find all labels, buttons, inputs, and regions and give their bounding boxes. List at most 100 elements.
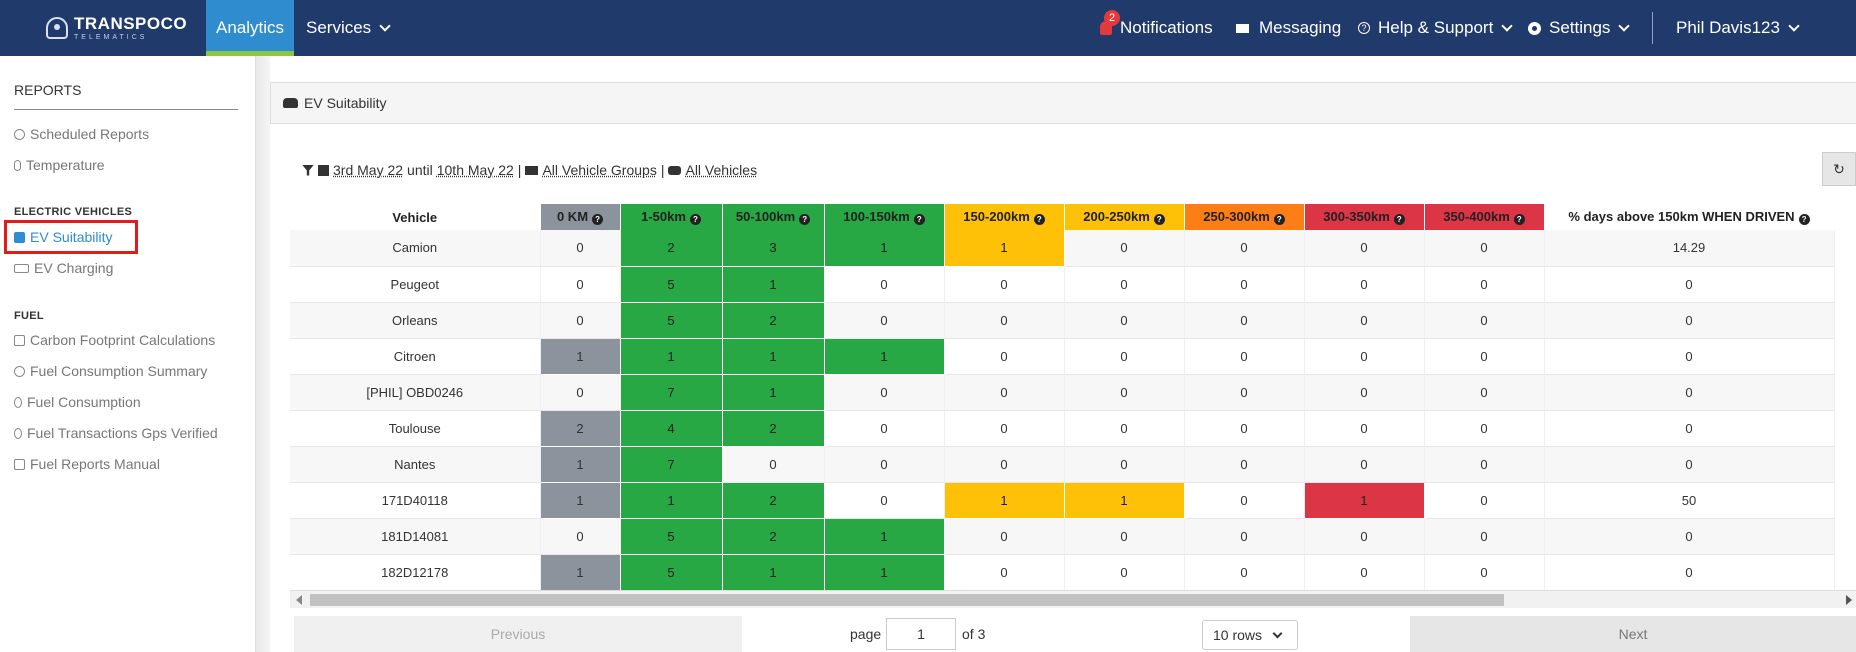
filter-date-from[interactable]: 3rd May 22 xyxy=(333,162,404,178)
column-header[interactable]: 350-400km? xyxy=(1424,204,1545,230)
nav-settings[interactable]: Settings xyxy=(1528,0,1631,56)
distance-count-cell: 1 xyxy=(540,338,621,375)
nav-services-label: Services xyxy=(306,18,372,37)
nav-user-menu[interactable]: Phil Davis123 xyxy=(1676,0,1800,56)
filter-separator: | xyxy=(660,162,665,178)
distance-count-cell: 0 xyxy=(1304,266,1425,303)
column-header[interactable]: 100-150km? xyxy=(824,204,945,230)
droplet-icon xyxy=(14,427,22,439)
column-header-label: 50-100km xyxy=(735,209,796,224)
table-header-row: Vehicle 0 KM? 1-50km? 50-100km? 100-150km? 15… xyxy=(290,204,1835,230)
distance-count-cell: 5 xyxy=(620,554,723,590)
distance-count-cell: 0 xyxy=(1424,338,1545,375)
distance-count-cell: 2 xyxy=(722,518,825,555)
filter-vehicle-groups[interactable]: All Vehicle Groups xyxy=(542,162,657,178)
distance-count-cell: 0 xyxy=(1064,518,1185,555)
nav-settings-label: Settings xyxy=(1549,18,1611,37)
distance-count-cell: 0 xyxy=(1064,446,1185,483)
distance-count-cell: 7 xyxy=(620,446,723,483)
column-header-label: 200-250km xyxy=(1083,209,1150,224)
column-header[interactable]: 50-100km? xyxy=(722,204,825,230)
sidebar-item-carbon-footprint[interactable]: Carbon Footprint Calculations xyxy=(14,332,215,348)
transpoco-logo[interactable]: TRANSPOCO TELEMATICS xyxy=(46,14,187,42)
question-circle-icon[interactable]: ? xyxy=(592,214,604,225)
sidebar-item-scheduled-reports[interactable]: Scheduled Reports xyxy=(14,126,149,142)
question-circle-icon[interactable]: ? xyxy=(689,214,701,225)
distance-count-cell: 0 xyxy=(944,374,1065,411)
ev-suitability-table: Vehicle 0 KM? 1-50km? 50-100km? 100-150km? 15… xyxy=(290,204,1856,590)
rows-per-page-select[interactable]: 10 rows xyxy=(1202,620,1298,650)
scrollbar-thumb[interactable] xyxy=(310,594,1504,606)
refresh-button[interactable]: ↻ xyxy=(1822,152,1856,186)
logo-brand: TRANSPOCO xyxy=(74,14,188,33)
table-row: Nantes 1 7 0 0 0 0 0 0 0 0 xyxy=(290,446,1835,483)
sidebar-item-label: EV Charging xyxy=(34,260,114,276)
question-circle-icon[interactable]: ? xyxy=(1393,214,1405,225)
car-icon xyxy=(14,231,25,243)
scroll-right-icon[interactable] xyxy=(1846,595,1852,605)
column-header[interactable]: 300-350km? xyxy=(1304,204,1425,230)
nav-services[interactable]: Services xyxy=(306,0,391,56)
book-icon xyxy=(14,458,25,470)
sidebar-item-fuel-consumption[interactable]: Fuel Consumption xyxy=(14,394,141,410)
distance-count-cell: 1 xyxy=(722,554,825,590)
next-button[interactable]: Next xyxy=(1410,616,1856,652)
nav-messaging[interactable]: Messaging xyxy=(1236,0,1341,56)
column-header[interactable]: 200-250km? xyxy=(1064,204,1185,230)
vehicle-name-cell: 182D12178 xyxy=(290,554,541,590)
column-header[interactable]: 150-200km? xyxy=(944,204,1065,230)
nav-help-support[interactable]: ? Help & Support xyxy=(1358,0,1513,56)
scroll-left-icon[interactable] xyxy=(296,595,302,605)
nav-notifications[interactable]: 2 Notifications xyxy=(1100,0,1213,56)
sidebar-item-fuel-transactions[interactable]: Fuel Transactions Gps Verified xyxy=(14,425,218,441)
sidebar-item-ev-charging[interactable]: EV Charging xyxy=(14,260,113,276)
nav-user-label: Phil Davis123 xyxy=(1676,18,1780,37)
sidebar-item-label: Fuel Reports Manual xyxy=(30,456,160,472)
filter-date-to[interactable]: 10th May 22 xyxy=(436,162,514,178)
column-header[interactable]: 250-300km? xyxy=(1184,204,1305,230)
nav-analytics[interactable]: Analytics xyxy=(206,0,294,56)
distance-count-cell: 1 xyxy=(540,554,621,590)
distance-count-cell: 0 xyxy=(944,518,1065,555)
column-header[interactable]: 1-50km? xyxy=(620,204,723,230)
question-circle-icon[interactable]: ? xyxy=(1513,214,1525,225)
vehicle-name-cell: Citroen xyxy=(290,338,541,375)
percent-cell: 0 xyxy=(1544,302,1835,339)
column-header[interactable]: % days above 150km WHEN DRIVEN? xyxy=(1544,204,1835,230)
sidebar-item-fuel-consumption-summary[interactable]: Fuel Consumption Summary xyxy=(14,363,207,379)
question-circle-icon[interactable]: ? xyxy=(1798,214,1810,225)
distance-count-cell: 0 xyxy=(824,482,945,519)
vehicle-name-cell: 181D14081 xyxy=(290,518,541,555)
previous-button[interactable]: Previous xyxy=(294,616,742,652)
sidebar-item-ev-suitability[interactable]: EV Suitability xyxy=(14,229,112,245)
distance-count-cell: 1 xyxy=(944,482,1065,519)
horizontal-scrollbar[interactable] xyxy=(290,590,1856,608)
column-header[interactable]: 0 KM? xyxy=(540,204,621,230)
refresh-icon: ↻ xyxy=(1833,160,1845,177)
truck-icon xyxy=(525,165,539,175)
sidebar-item-label: Fuel Transactions Gps Verified xyxy=(27,425,218,441)
table-row: 182D12178 1 5 1 1 0 0 0 0 0 0 xyxy=(290,554,1835,590)
column-header-label: 150-200km xyxy=(963,209,1030,224)
column-header[interactable]: Vehicle xyxy=(290,204,541,230)
sidebar-item-label: EV Suitability xyxy=(30,229,113,245)
distance-count-cell: 0 xyxy=(944,554,1065,590)
sidebar-item-fuel-reports-manual[interactable]: Fuel Reports Manual xyxy=(14,456,160,472)
question-circle-icon[interactable]: ? xyxy=(1033,214,1045,225)
page-input[interactable] xyxy=(886,618,956,650)
question-circle-icon[interactable]: ? xyxy=(799,214,811,225)
sidebar-item-temperature[interactable]: Temperature xyxy=(14,157,105,173)
distance-count-cell: 0 xyxy=(824,302,945,339)
question-circle-icon[interactable]: ? xyxy=(1273,214,1285,225)
distance-count-cell: 0 xyxy=(1184,230,1305,267)
column-header-label: 100-150km xyxy=(843,209,910,224)
question-circle-icon[interactable]: ? xyxy=(913,214,925,225)
filter-vehicles[interactable]: All Vehicles xyxy=(685,162,758,178)
column-header-label: Vehicle xyxy=(392,209,438,225)
chevron-down-icon xyxy=(1618,19,1631,32)
sidebar-item-label: Temperature xyxy=(26,157,105,173)
distance-count-cell: 0 xyxy=(1304,446,1425,483)
question-circle-icon[interactable]: ? xyxy=(1153,214,1165,225)
car-icon xyxy=(283,98,298,108)
distance-count-cell: 0 xyxy=(944,302,1065,339)
